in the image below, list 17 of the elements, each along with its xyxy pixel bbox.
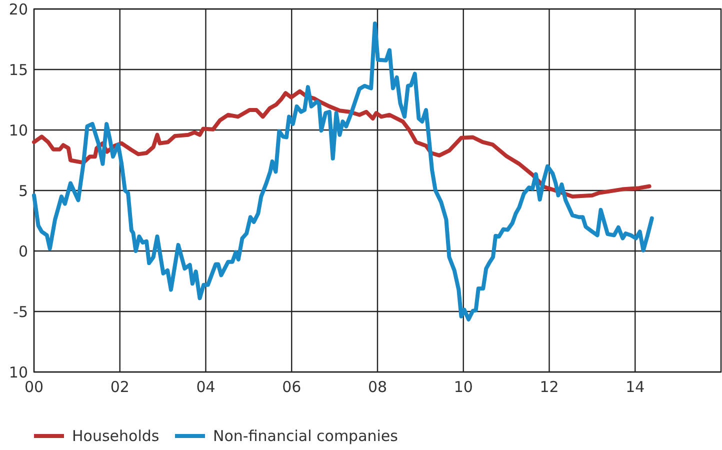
y-tick-label: 5 [18,182,28,200]
x-tick-label: 02 [110,378,130,396]
line-series [32,22,654,322]
y-tick-label: 10 [8,121,28,140]
x-tick-label: 10 [454,378,473,396]
x-tick-label: 14 [626,378,645,396]
y-tick-label: -5 [13,302,28,321]
legend-label: Non-financial companies [213,427,398,445]
y-tick-label: 20 [8,0,28,18]
line-series [32,89,652,199]
x-tick-label: 04 [196,378,216,396]
y-tick-label: 0 [18,242,28,260]
legend-label: Households [72,427,160,445]
x-tick-label: 12 [540,378,559,396]
y-tick-label: 15 [8,60,28,79]
x-tick-label: 06 [282,378,302,396]
x-tick-label: 08 [368,378,388,396]
